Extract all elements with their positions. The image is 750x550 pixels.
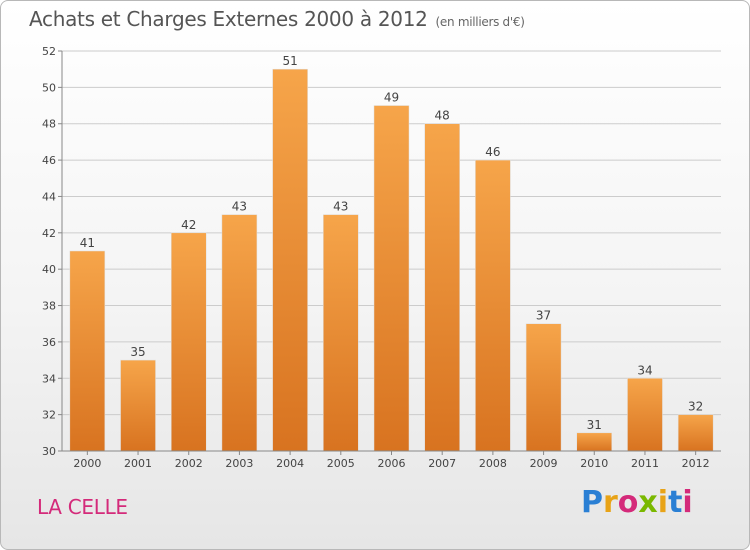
labels: 30 32 34 36 38 40 42 44 46 48 50 52 41 2000 35 2001 42 20…: [42, 45, 710, 470]
bar-2007: [424, 123, 460, 452]
bar-2009: [525, 323, 562, 452]
data-label-2006: 49: [384, 91, 399, 105]
bar-2005: [323, 214, 359, 452]
x-tick-label-2000: 2000: [73, 457, 101, 470]
data-label-2010: 31: [587, 418, 602, 432]
logo-letter: i: [682, 485, 693, 520]
y-tick-label: 44: [42, 190, 56, 203]
y-tick-label: 52: [42, 45, 56, 58]
bars: [69, 68, 714, 452]
commune-name: LA CELLE: [37, 495, 128, 519]
data-label-2002: 42: [181, 218, 196, 232]
data-label-2007: 48: [435, 109, 450, 123]
bar-2003: [221, 214, 258, 452]
y-tick-label: 50: [42, 81, 56, 94]
y-tick-label: 32: [42, 409, 56, 422]
x-tick-label-2010: 2010: [580, 457, 608, 470]
y-tick-label: 46: [42, 154, 56, 167]
bar-2000: [69, 250, 106, 452]
x-tick-label-2005: 2005: [327, 457, 355, 470]
x-tick-label-2007: 2007: [428, 457, 456, 470]
chart-title-text: Achats et Charges Externes 2000 à 2012: [29, 7, 428, 31]
bar-2008: [475, 159, 511, 452]
y-tick-label: 48: [42, 118, 56, 131]
y-tick-label: 30: [42, 445, 56, 458]
x-tick-label-2004: 2004: [276, 457, 304, 470]
x-tick-label-2006: 2006: [378, 457, 406, 470]
x-tick-label-2011: 2011: [631, 457, 659, 470]
x-tick-label-2009: 2009: [530, 457, 558, 470]
data-label-2005: 43: [333, 200, 348, 214]
logo-letter: x: [638, 485, 658, 520]
bar-2010: [576, 432, 613, 452]
bar-2001: [120, 359, 156, 452]
x-tick-label-2012: 2012: [682, 457, 710, 470]
data-label-2000: 41: [80, 236, 95, 250]
data-label-2008: 46: [485, 145, 500, 159]
proxiti-logo: Proxiti: [581, 485, 693, 520]
bar-2011: [627, 378, 663, 452]
data-label-2004: 51: [282, 54, 297, 68]
y-tick-label: 36: [42, 336, 56, 349]
chart-title: Achats et Charges Externes 2000 à 2012 (e…: [29, 7, 525, 31]
y-tick-label: 42: [42, 227, 56, 240]
axes: [58, 50, 721, 455]
y-tick-label: 40: [42, 263, 56, 276]
x-tick-label-2002: 2002: [175, 457, 203, 470]
logo-letter: P: [581, 485, 603, 520]
y-tick-label: 38: [42, 300, 56, 313]
y-tick-label: 34: [42, 372, 56, 385]
data-label-2009: 37: [536, 309, 551, 323]
bar-2012: [677, 414, 714, 452]
logo-letter: t: [668, 485, 683, 520]
data-label-2011: 34: [637, 363, 652, 377]
data-label-2012: 32: [688, 400, 703, 414]
bar-2006: [373, 105, 410, 452]
logo-letter: i: [657, 485, 669, 520]
bar-2004: [272, 68, 308, 452]
logo-letter: r: [603, 485, 618, 520]
x-tick-label-2003: 2003: [225, 457, 253, 470]
x-tick-label-2001: 2001: [124, 457, 152, 470]
data-label-2001: 35: [130, 345, 145, 359]
logo-letter: o: [617, 485, 639, 520]
data-label-2003: 43: [232, 200, 247, 214]
chart-unit-label: (en milliers d'€): [435, 15, 525, 29]
x-tick-label-2008: 2008: [479, 457, 507, 470]
bar-2002: [170, 232, 207, 452]
